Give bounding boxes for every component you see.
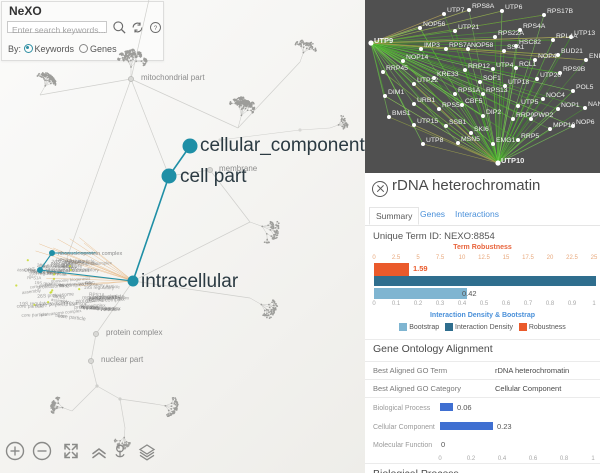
svg-text:ribosomal subunit: ribosomal subunit bbox=[46, 268, 90, 274]
svg-text:regulatory particle: regulatory particle bbox=[82, 294, 124, 301]
svg-text:ribonucleoprotein complex: ribonucleoprotein complex bbox=[58, 251, 122, 257]
svg-text:assembly: assembly bbox=[17, 267, 37, 272]
svg-text:core particle: core particle bbox=[17, 304, 44, 310]
svg-text:core particle: core particle bbox=[21, 312, 47, 318]
svg-text:ORC: ORC bbox=[75, 259, 85, 264]
